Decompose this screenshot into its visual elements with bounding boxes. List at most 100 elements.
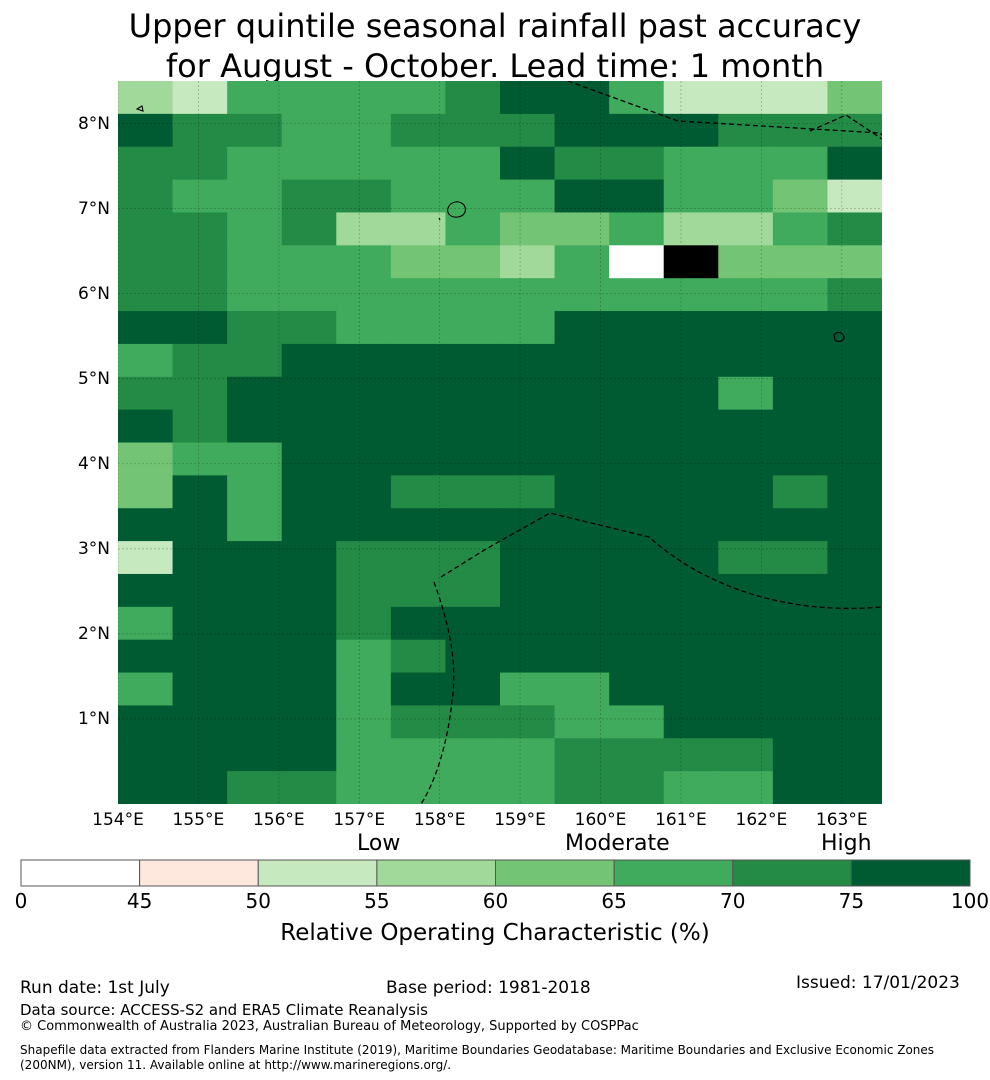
grid-cell	[609, 278, 665, 312]
grid-cell	[663, 705, 719, 739]
grid-cell	[336, 475, 392, 509]
grid-cell	[772, 606, 829, 641]
grid-cell	[772, 771, 829, 804]
longitude-label: 154°E	[92, 810, 144, 830]
grid-cell	[281, 639, 337, 674]
grid-cell	[609, 573, 665, 608]
grid-cell	[554, 376, 610, 411]
grid-cell	[390, 738, 447, 772]
grid-cell	[718, 705, 774, 739]
grid-cell	[500, 376, 556, 411]
grid-cell	[827, 81, 882, 115]
grid-cell	[718, 508, 774, 542]
grid-cell	[281, 475, 337, 509]
grid-cell	[118, 573, 174, 608]
colorbar-tick-label: 50	[245, 889, 271, 913]
grid-cell	[390, 212, 447, 246]
grid-cell	[554, 475, 610, 509]
colorbar-segment	[850, 859, 971, 887]
longitude-label: 158°E	[413, 810, 466, 830]
grid-cell	[445, 245, 501, 279]
grid-cell	[445, 179, 501, 214]
issued-date: Issued: 17/01/2023	[796, 973, 960, 993]
grid-cell	[663, 113, 719, 148]
grid-cell	[554, 409, 610, 444]
grid-cell	[554, 245, 610, 279]
grid-cell	[227, 508, 283, 542]
grid-cell	[718, 639, 774, 674]
grid-cell	[118, 343, 174, 378]
grid-cell	[118, 212, 174, 246]
grid-cell	[227, 606, 283, 641]
grid-cell	[172, 541, 228, 575]
grid-cell	[827, 278, 882, 312]
grid-cell	[827, 179, 882, 214]
grid-cell	[718, 541, 774, 575]
grid-cell	[772, 343, 829, 378]
grid-cell	[554, 639, 610, 674]
grid-cell	[281, 113, 337, 148]
grid-cell	[772, 573, 829, 608]
grid-cell	[445, 81, 501, 115]
grid-cell	[390, 343, 447, 378]
latitude-label: 1°N	[77, 708, 110, 729]
grid-cell	[554, 179, 610, 214]
grid-cell	[609, 376, 665, 411]
grid-cell	[336, 573, 392, 608]
category-moderate: Moderate	[565, 831, 670, 856]
grid-cell	[390, 442, 447, 476]
eez-boundary-south-west	[420, 581, 455, 804]
longitude-label: 161°E	[655, 810, 707, 830]
category-low: Low	[357, 831, 401, 856]
grid-cell	[281, 212, 337, 246]
grid-cell	[772, 672, 829, 707]
grid-cell	[172, 409, 228, 444]
grid-cell	[827, 508, 882, 542]
grid-cell	[336, 771, 392, 804]
grid-cell	[554, 738, 610, 772]
grid-cell	[827, 705, 882, 739]
grid-cell	[827, 738, 882, 772]
grid-cell	[445, 606, 501, 641]
colorbar-tick-label: 45	[126, 889, 153, 913]
grid-cell	[336, 409, 392, 444]
grid-cell	[390, 245, 447, 279]
grid-cell	[281, 146, 337, 181]
grid-cell	[172, 81, 228, 115]
colorbar-segment	[732, 859, 852, 887]
grid-cell	[172, 343, 228, 378]
grid-cell	[718, 343, 774, 378]
grid-cell	[718, 738, 774, 772]
grid-cell	[718, 212, 774, 246]
grid-cell	[390, 81, 447, 115]
grid-cell	[118, 81, 174, 115]
grid-cell	[609, 343, 665, 378]
grid-cell	[772, 475, 829, 509]
colorbar-tick-label: 0	[14, 889, 28, 913]
colorbar-segment	[257, 859, 378, 887]
colorbar-tick-label: 75	[838, 889, 865, 913]
pohnpei-island	[447, 201, 466, 218]
grid-cell	[172, 606, 228, 641]
colorbar	[20, 859, 971, 887]
grid-cell	[445, 475, 501, 509]
colorbar-tick-label: 55	[364, 889, 390, 913]
longitude-label: 162°E	[735, 810, 788, 830]
grid-cell	[663, 738, 719, 772]
grid-cell	[827, 146, 882, 181]
grid-cell	[772, 113, 829, 148]
eez-boundary-north-east	[809, 114, 882, 140]
grid-cell	[663, 81, 719, 115]
grid-cell	[718, 771, 774, 804]
grid-cell	[390, 541, 447, 575]
grid-cell	[336, 376, 392, 411]
grid-cell	[172, 278, 228, 312]
title-line-2: for August - October. Lead time: 1 month	[165, 47, 825, 85]
grid-cell	[718, 606, 774, 641]
grid-cell	[227, 376, 283, 411]
grid-cell	[227, 278, 283, 312]
colorbar-segment	[613, 859, 734, 887]
grid-cell	[718, 81, 774, 115]
grid-cell	[718, 179, 774, 214]
grid-cell	[445, 376, 501, 411]
